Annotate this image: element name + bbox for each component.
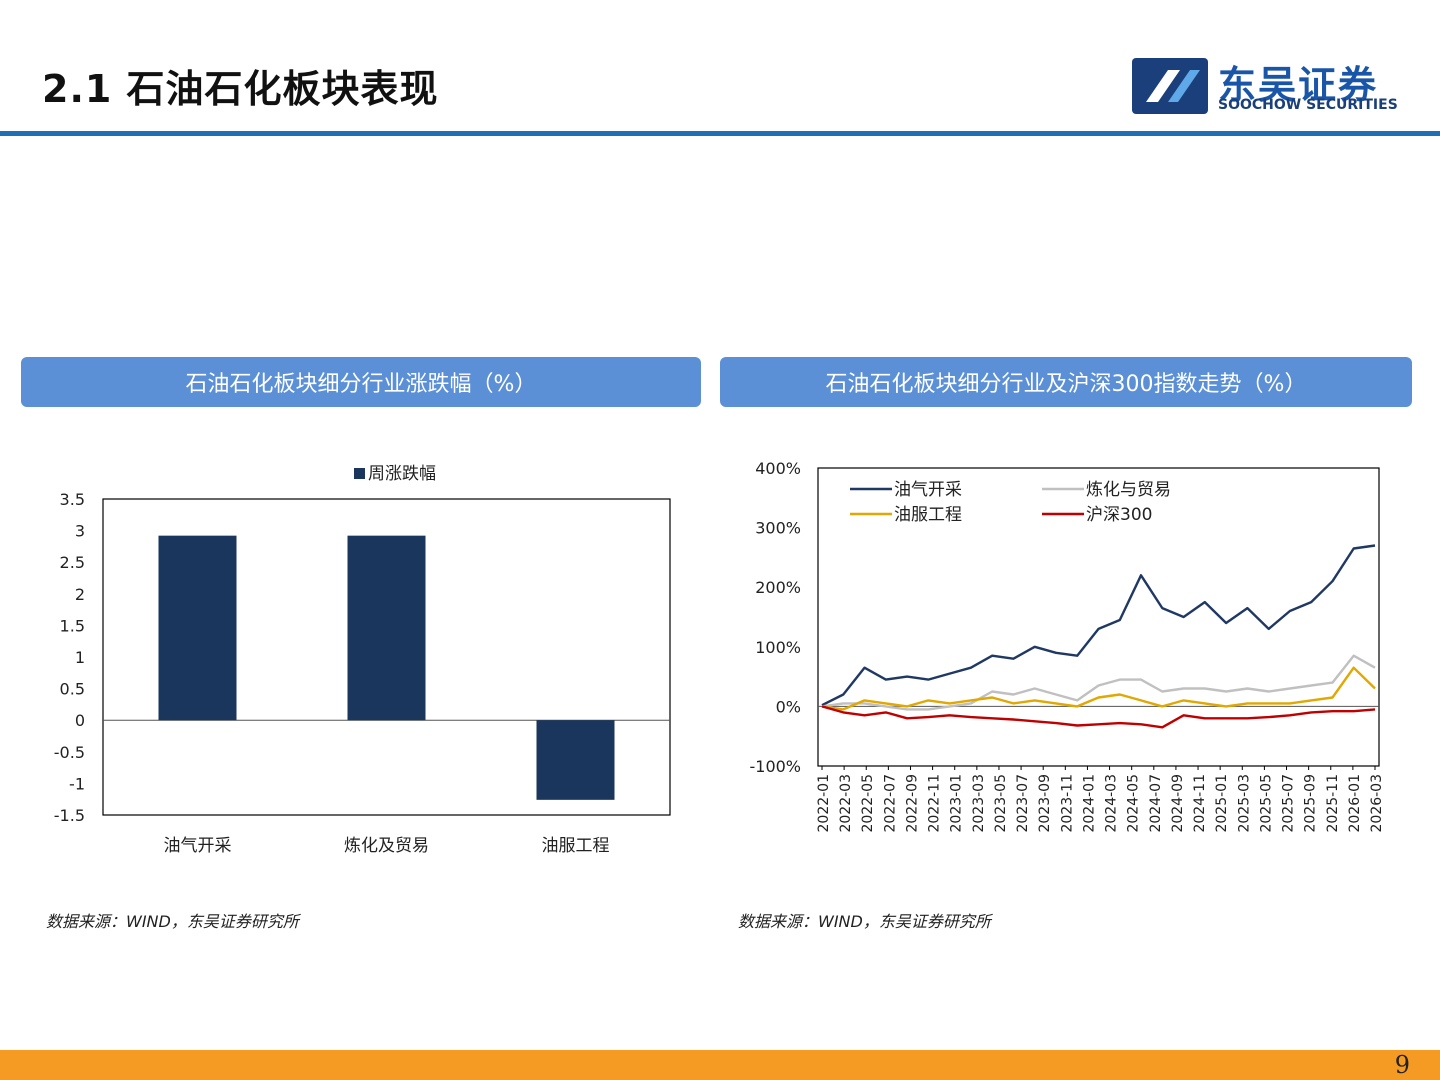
y-tick-label: -100% bbox=[749, 757, 801, 776]
x-tick-label: 2024-11 bbox=[1192, 774, 1208, 833]
line-chart: 400% 300% 200% 100% 0% -100% 2022-01 2022-03 202… bbox=[749, 459, 1385, 833]
x-tick-label: 2022-11 bbox=[927, 774, 943, 833]
logo-english-name: SOOCHOW SECURITIES bbox=[1218, 97, 1398, 113]
legend-label: 油气开采 bbox=[894, 480, 962, 500]
logo-chinese-name: 东吴证券 bbox=[1218, 63, 1379, 107]
left-panel-title: 石油石化板块细分行业涨跌幅（%） bbox=[21, 357, 701, 407]
x-tick-label: 2024-07 bbox=[1148, 774, 1164, 833]
x-tick-label: 2023-01 bbox=[949, 774, 965, 833]
bar bbox=[347, 535, 426, 721]
company-logo: 东吴证券 SOOCHOW SECURITIES bbox=[1132, 56, 1412, 116]
x-tick-label: 2025-03 bbox=[1236, 774, 1252, 833]
page-title: 2.1 石油石化板块表现 bbox=[42, 67, 439, 111]
left-source-note: 数据来源：WIND，东吴证券研究所 bbox=[46, 912, 299, 931]
y-tick-label: 2.5 bbox=[60, 553, 85, 572]
x-tick-label: 2025-11 bbox=[1325, 774, 1341, 833]
plot-frame bbox=[817, 467, 1380, 767]
y-tick-label: 0% bbox=[776, 697, 801, 716]
y-tick-label: 1 bbox=[75, 648, 85, 667]
right-source-note: 数据来源：WIND，东吴证券研究所 bbox=[738, 912, 991, 931]
legend-label: 周涨跌幅 bbox=[368, 464, 436, 484]
footer-bar bbox=[0, 1050, 1440, 1080]
x-category-label: 油气开采 bbox=[164, 836, 232, 856]
plot-frame bbox=[102, 498, 671, 816]
legend-swatch bbox=[354, 468, 365, 479]
legend-label: 油服工程 bbox=[894, 505, 962, 525]
bar bbox=[536, 720, 615, 800]
y-tick-label: -1 bbox=[69, 774, 85, 793]
bar-chart: 3.5 3 2.5 2 1.5 1 0.5 0 -0.5 -1 -1.5 油气开采 炼化及贸易 油服工程 周… bbox=[54, 464, 671, 856]
x-tick-label: 2023-07 bbox=[1015, 774, 1031, 833]
x-tick-label: 2022-01 bbox=[816, 774, 832, 833]
y-tick-label: 1.5 bbox=[60, 616, 85, 635]
x-tick-label: 2025-05 bbox=[1258, 774, 1274, 833]
y-tick-label: 300% bbox=[755, 519, 801, 538]
x-tick-label: 2025-09 bbox=[1303, 774, 1319, 833]
x-category-label: 炼化及贸易 bbox=[344, 836, 429, 856]
series-line bbox=[821, 705, 1376, 729]
y-tick-label: 400% bbox=[755, 459, 801, 478]
x-tick-label: 2024-05 bbox=[1126, 774, 1142, 833]
page-number: 9 bbox=[1394, 1051, 1410, 1079]
series-line bbox=[821, 666, 1376, 711]
x-tick-label: 2022-05 bbox=[860, 774, 876, 833]
x-tick-label: 2022-03 bbox=[838, 774, 854, 833]
x-tick-label: 2026-03 bbox=[1369, 774, 1385, 833]
y-tick-label: 0 bbox=[75, 711, 85, 730]
y-tick-label: -0.5 bbox=[54, 743, 85, 762]
x-tick-label: 2023-03 bbox=[971, 774, 987, 833]
x-tick-label: 2025-07 bbox=[1281, 774, 1297, 833]
logo-mark-icon bbox=[1132, 58, 1208, 114]
y-tick-label: 0.5 bbox=[60, 680, 85, 699]
right-panel-title: 石油石化板块细分行业及沪深300指数走势（%） bbox=[720, 357, 1412, 407]
series-line bbox=[821, 544, 1376, 707]
x-tick-label: 2023-09 bbox=[1037, 774, 1053, 833]
x-tick-label: 2022-07 bbox=[882, 774, 898, 833]
bar bbox=[158, 535, 237, 721]
x-tick-label: 2022-09 bbox=[904, 774, 920, 833]
y-tick-label: 2 bbox=[75, 585, 85, 604]
x-tick-label: 2023-05 bbox=[993, 774, 1009, 833]
x-tick-label: 2024-09 bbox=[1170, 774, 1186, 833]
legend-label: 炼化与贸易 bbox=[1086, 480, 1171, 500]
x-tick-label: 2023-11 bbox=[1059, 774, 1075, 833]
header-rule bbox=[0, 131, 1440, 136]
series-line bbox=[821, 654, 1376, 711]
x-tick-label: 2024-03 bbox=[1104, 774, 1120, 833]
y-tick-label: 3.5 bbox=[60, 490, 85, 509]
x-tick-label: 2024-01 bbox=[1081, 774, 1097, 833]
x-category-label: 油服工程 bbox=[542, 836, 610, 856]
legend-label: 沪深300 bbox=[1086, 505, 1152, 525]
y-tick-label: 100% bbox=[755, 638, 801, 657]
y-tick-label: -1.5 bbox=[54, 806, 85, 825]
x-tick-label: 2026-01 bbox=[1347, 774, 1363, 833]
x-tick-label: 2025-01 bbox=[1214, 774, 1230, 833]
y-tick-label: 3 bbox=[75, 522, 85, 541]
y-tick-label: 200% bbox=[755, 578, 801, 597]
